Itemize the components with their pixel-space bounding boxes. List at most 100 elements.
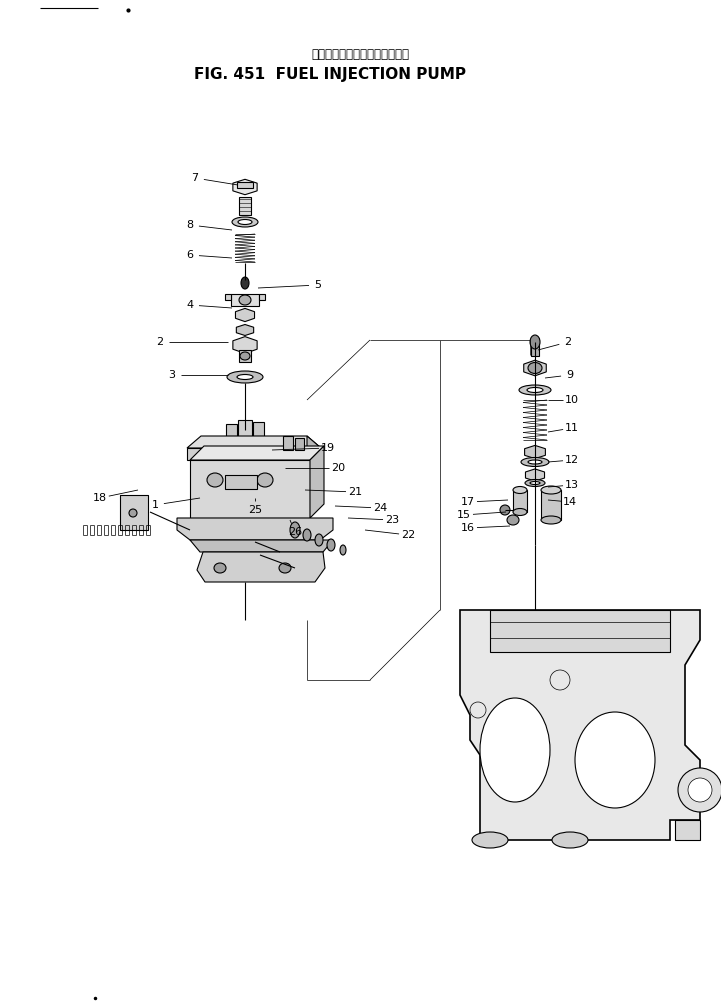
Ellipse shape: [472, 832, 508, 848]
Ellipse shape: [528, 363, 542, 374]
Text: 17: 17: [461, 497, 475, 507]
Text: 18: 18: [93, 493, 107, 503]
Text: 14: 14: [563, 497, 577, 507]
Polygon shape: [307, 436, 321, 460]
Text: 26: 26: [288, 527, 302, 537]
Polygon shape: [197, 552, 325, 582]
Polygon shape: [236, 308, 255, 322]
Ellipse shape: [227, 371, 263, 383]
Circle shape: [688, 778, 712, 802]
Ellipse shape: [513, 487, 527, 494]
Bar: [231, 294, 259, 306]
Ellipse shape: [303, 529, 311, 541]
Bar: [239, 350, 251, 362]
Ellipse shape: [507, 515, 519, 525]
Ellipse shape: [315, 534, 323, 546]
Text: 21: 21: [348, 487, 362, 497]
Text: 13: 13: [565, 480, 579, 490]
Bar: [513, 490, 527, 512]
Polygon shape: [523, 360, 547, 376]
Polygon shape: [177, 518, 333, 540]
Text: 24: 24: [373, 503, 387, 513]
Ellipse shape: [237, 375, 253, 379]
Bar: [237, 182, 253, 188]
Text: 8: 8: [187, 220, 193, 230]
Polygon shape: [233, 337, 257, 354]
Text: 4: 4: [187, 300, 193, 310]
Text: FIG. 451  FUEL INJECTION PUMP: FIG. 451 FUEL INJECTION PUMP: [194, 68, 466, 83]
Text: 1: 1: [151, 500, 159, 510]
Ellipse shape: [525, 480, 545, 487]
Bar: [187, 448, 321, 460]
Ellipse shape: [290, 522, 300, 538]
Ellipse shape: [500, 505, 510, 515]
Ellipse shape: [552, 832, 588, 848]
Bar: [283, 436, 293, 450]
Bar: [225, 475, 257, 489]
Bar: [120, 495, 148, 530]
Bar: [531, 338, 539, 356]
Text: 2: 2: [565, 337, 572, 347]
Ellipse shape: [513, 508, 527, 515]
Text: 10: 10: [565, 395, 579, 405]
Text: 7: 7: [192, 173, 198, 183]
Circle shape: [129, 509, 137, 517]
Bar: [253, 422, 264, 436]
Bar: [675, 820, 700, 840]
Text: 25: 25: [248, 505, 262, 515]
Bar: [238, 420, 252, 438]
Ellipse shape: [527, 387, 543, 392]
Ellipse shape: [238, 220, 252, 225]
Text: 5: 5: [314, 280, 322, 290]
Text: 15: 15: [457, 510, 471, 520]
Ellipse shape: [214, 563, 226, 573]
Bar: [239, 197, 251, 215]
Polygon shape: [233, 179, 257, 195]
Text: 6: 6: [187, 250, 193, 260]
Ellipse shape: [530, 482, 540, 485]
Ellipse shape: [480, 698, 550, 802]
Ellipse shape: [240, 352, 250, 360]
Text: 20: 20: [331, 463, 345, 473]
Text: 19: 19: [321, 443, 335, 453]
Ellipse shape: [207, 473, 223, 487]
Polygon shape: [310, 446, 324, 518]
Text: 3: 3: [169, 370, 175, 380]
Ellipse shape: [241, 277, 249, 289]
Bar: [225, 294, 231, 300]
Bar: [490, 610, 670, 652]
Bar: [295, 438, 304, 450]
Text: 23: 23: [385, 515, 399, 525]
Ellipse shape: [239, 295, 251, 305]
Polygon shape: [187, 436, 321, 448]
Text: 2: 2: [156, 337, 164, 347]
Polygon shape: [460, 610, 700, 840]
Ellipse shape: [541, 516, 561, 524]
Ellipse shape: [340, 545, 346, 555]
Ellipse shape: [541, 486, 561, 494]
Text: 11: 11: [565, 423, 579, 433]
Text: 22: 22: [401, 530, 415, 540]
Ellipse shape: [519, 385, 551, 395]
Text: 16: 16: [461, 523, 475, 533]
Text: フェルインジェクションポンプ: フェルインジェクションポンプ: [311, 48, 409, 61]
Ellipse shape: [528, 460, 542, 464]
Ellipse shape: [279, 563, 291, 573]
Bar: [190, 460, 310, 518]
Ellipse shape: [521, 458, 549, 467]
Text: 9: 9: [567, 370, 574, 380]
Polygon shape: [190, 540, 333, 552]
Text: 12: 12: [565, 455, 579, 465]
Bar: [226, 424, 237, 436]
Ellipse shape: [327, 539, 335, 551]
Polygon shape: [236, 325, 254, 336]
Bar: [541, 490, 561, 520]
Polygon shape: [190, 446, 324, 460]
Ellipse shape: [257, 473, 273, 487]
Polygon shape: [526, 469, 544, 481]
Polygon shape: [525, 446, 545, 459]
Ellipse shape: [575, 712, 655, 808]
Bar: [259, 294, 265, 300]
Ellipse shape: [232, 217, 258, 227]
Circle shape: [678, 768, 721, 812]
